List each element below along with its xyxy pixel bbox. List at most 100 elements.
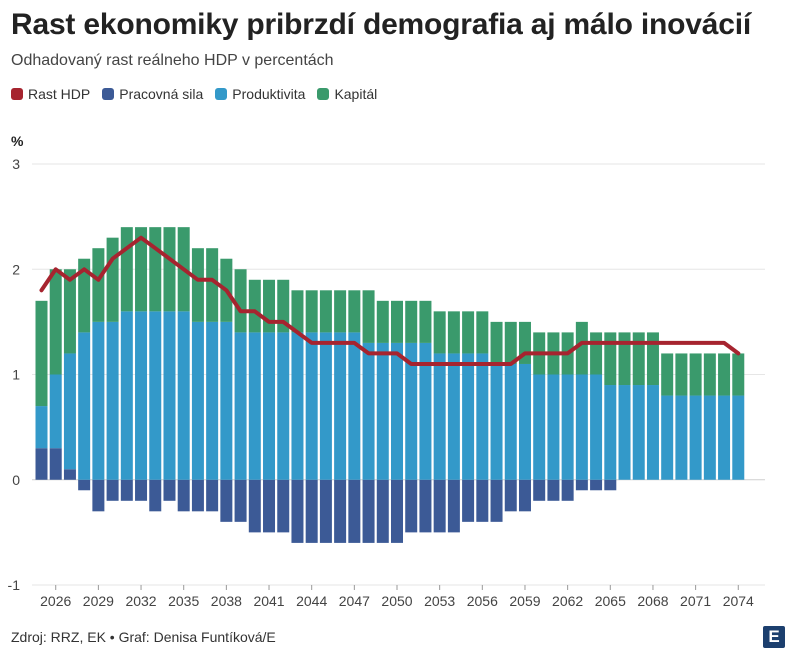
bar-pracovná-sila [604, 479, 617, 491]
bar-kapitál [661, 353, 674, 396]
bar-produktivita [277, 332, 290, 480]
bar-produktivita [376, 342, 389, 480]
bar-kapitál [334, 290, 347, 333]
bar-produktivita [135, 311, 148, 480]
bar-pracovná-sila [120, 479, 133, 501]
bar-pracovná-sila [277, 479, 290, 533]
x-tick-label: 2068 [637, 593, 668, 609]
x-tick-label: 2074 [723, 593, 754, 609]
bar-produktivita [92, 321, 105, 480]
bar-kapitál [35, 300, 48, 407]
publisher-logo: E [763, 626, 785, 648]
x-tick-label: 2053 [424, 593, 455, 609]
bar-kapitál [575, 321, 588, 375]
bar-produktivita [433, 353, 446, 480]
bar-produktivita [305, 332, 318, 480]
bar-kapitál [362, 290, 375, 343]
bar-pracovná-sila [319, 479, 332, 543]
bar-pracovná-sila [504, 479, 517, 512]
bar-produktivita [618, 385, 631, 480]
y-tick-label: -1 [8, 577, 21, 593]
bar-pracovná-sila [575, 479, 588, 491]
bar-pracovná-sila [533, 479, 546, 501]
bar-produktivita [590, 374, 603, 480]
legend-item-kapital: Kapitál [317, 86, 377, 102]
bar-produktivita [632, 385, 645, 480]
bar-pracovná-sila [206, 479, 219, 512]
legend-swatch [102, 88, 115, 100]
bar-kapitál [405, 300, 418, 343]
bar-kapitál [419, 300, 432, 343]
bar-produktivita [149, 311, 162, 480]
bar-kapitál [632, 332, 645, 386]
bar-produktivita [675, 395, 688, 480]
bar-produktivita [263, 332, 276, 480]
legend-label: Rast HDP [28, 86, 91, 102]
legend-item-produktivita: Produktivita [215, 86, 305, 102]
bar-produktivita [405, 342, 418, 480]
source-footer: Zdroj: RRZ, EK • Graf: Denisa Funtíková/… [11, 629, 276, 645]
x-tick-label: 2035 [168, 593, 199, 609]
bar-kapitál [590, 332, 603, 375]
bar-kapitál [163, 227, 176, 312]
bar-pracovná-sila [78, 479, 91, 491]
bar-produktivita [78, 332, 91, 480]
y-tick-label: 3 [12, 156, 20, 172]
bar-pracovná-sila [490, 479, 503, 522]
bar-pracovná-sila [419, 479, 432, 533]
bar-produktivita [419, 342, 432, 480]
bar-produktivita [533, 374, 546, 480]
legend-swatch [215, 88, 228, 100]
bar-kapitál [646, 332, 659, 386]
bar-pracovná-sila [163, 479, 176, 501]
bar-produktivita [732, 395, 745, 480]
bar-produktivita [362, 342, 375, 480]
bar-produktivita [191, 321, 204, 480]
x-tick-label: 2047 [339, 593, 370, 609]
bar-produktivita [575, 374, 588, 480]
bar-pracovná-sila [348, 479, 361, 543]
bar-pracovná-sila [561, 479, 574, 501]
legend-label: Kapitál [334, 86, 378, 102]
x-tick-label: 2032 [125, 593, 156, 609]
legend-swatch [11, 88, 23, 100]
bar-kapitál [63, 269, 76, 354]
bar-produktivita [518, 363, 531, 480]
bar-produktivita [291, 332, 304, 480]
bar-kapitál [433, 311, 446, 354]
bar-pracovná-sila [35, 448, 48, 480]
bar-produktivita [63, 353, 76, 470]
bar-pracovná-sila [248, 479, 261, 533]
bar-pracovná-sila [263, 479, 276, 533]
bar-kapitál [348, 290, 361, 333]
bar-produktivita [348, 332, 361, 480]
bar-pracovná-sila [547, 479, 560, 501]
bar-pracovná-sila [433, 479, 446, 533]
bar-pracovná-sila [362, 479, 375, 543]
bar-produktivita [234, 332, 247, 480]
bar-kapitál [92, 248, 105, 322]
bar-kapitál [234, 269, 247, 333]
bar-kapitál [135, 227, 148, 312]
bar-pracovná-sila [590, 479, 603, 491]
bar-pracovná-sila [334, 479, 347, 543]
bar-kapitál [191, 248, 204, 322]
bar-produktivita [35, 406, 48, 449]
bar-kapitál [120, 227, 133, 312]
bar-pracovná-sila [447, 479, 460, 533]
bar-produktivita [334, 332, 347, 480]
bar-produktivita [49, 374, 62, 449]
bar-pracovná-sila [476, 479, 489, 522]
bar-kapitál [675, 353, 688, 396]
bar-pracovná-sila [291, 479, 304, 543]
bar-kapitál [718, 353, 731, 396]
bar-kapitál [263, 279, 276, 333]
bar-produktivita [689, 395, 702, 480]
bar-produktivita [248, 332, 261, 480]
bar-pracovná-sila [135, 479, 148, 501]
bar-produktivita [703, 395, 716, 480]
chart-subtitle: Odhadovaný rast reálneho HDP v percentác… [11, 52, 334, 69]
bar-produktivita [718, 395, 731, 480]
bar-pracovná-sila [49, 448, 62, 480]
bar-pracovná-sila [305, 479, 318, 543]
